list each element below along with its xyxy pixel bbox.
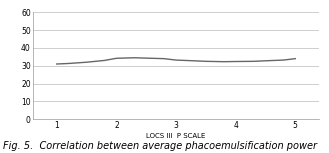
X-axis label: LOCS III  P SCALE: LOCS III P SCALE bbox=[146, 133, 206, 139]
Text: Fig. 5.  Correlation between average phacoemulsification power: Fig. 5. Correlation between average phac… bbox=[3, 142, 317, 151]
